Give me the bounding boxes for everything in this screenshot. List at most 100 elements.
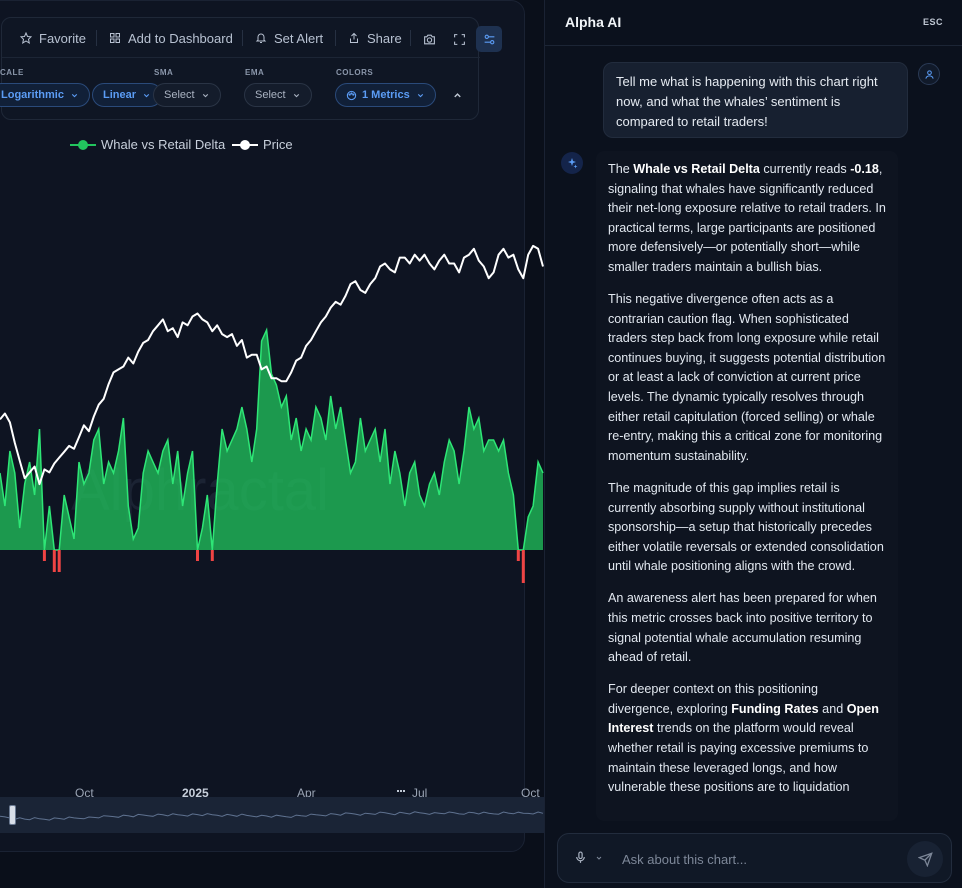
ai-bold-text: Open Interest — [608, 701, 879, 736]
price-series-line — [0, 244, 544, 486]
delta-negative-bar — [516, 550, 520, 561]
ai-paragraph: The Whale vs Retail Delta currently read… — [608, 160, 886, 278]
ai-bold-text: Funding Rates — [731, 701, 819, 716]
screenshot-button[interactable] — [416, 26, 442, 52]
fullscreen-button[interactable] — [446, 26, 472, 52]
ai-paragraph: For deeper context on this positioning d… — [608, 680, 886, 798]
colors-label: COLORS — [336, 68, 374, 77]
colors-value: 1 Metrics — [362, 89, 410, 101]
chevron-down-icon — [293, 93, 299, 97]
set-alert-label: Set Alert — [274, 30, 324, 46]
chevron-down-icon — [417, 93, 423, 97]
delta-negative-bar — [57, 550, 61, 572]
chat-input-box — [557, 833, 952, 883]
add-to-dashboard-label: Add to Dashboard — [128, 30, 233, 46]
colors-select[interactable]: 1 Metrics — [335, 83, 436, 107]
chevron-up-icon — [453, 92, 461, 97]
delta-negative-bar — [196, 550, 199, 561]
x-axis-label: Jul — [412, 786, 428, 800]
toolbar-divider — [96, 30, 97, 46]
sma-label: SMA — [154, 68, 174, 77]
delta-negative-bar — [210, 550, 214, 561]
navigator-left-handle[interactable] — [9, 805, 16, 825]
ai-chat-panel: Alpha AI ESC Tell me what is happening w… — [544, 0, 962, 888]
chart-settings-button[interactable] — [476, 26, 502, 52]
ai-text: The — [608, 162, 634, 176]
ai-text: , signaling that whales have significant… — [608, 162, 886, 274]
ai-paragraph: An awareness alert has been prepared for… — [608, 591, 877, 665]
delta-negative-bar — [42, 550, 46, 561]
chat-scrollbar[interactable] — [958, 46, 962, 676]
sliders-icon — [484, 34, 494, 44]
legend-marker-delta — [70, 139, 96, 151]
ai-text: trends on the platform would reveal whet… — [608, 721, 869, 795]
axis-type-select[interactable]: Linear — [92, 83, 163, 107]
chart-panel: Favorite Add to Dashboard Set Alert Shar… — [0, 0, 544, 852]
chevron-down-icon — [71, 93, 78, 97]
legend-label-delta: Whale vs Retail Delta — [101, 137, 226, 152]
delta-negative-bar — [521, 550, 525, 583]
x-axis-label: 2025 — [182, 786, 209, 800]
legend-item-price[interactable]: Price — [232, 137, 293, 152]
delta-positive-area — [0, 330, 543, 550]
range-navigator[interactable] — [0, 790, 544, 833]
x-axis-label: Oct — [75, 786, 94, 800]
chevron-down-icon — [202, 93, 208, 97]
send-button[interactable] — [907, 841, 943, 877]
send-icon — [917, 851, 933, 867]
scale-select[interactable]: Logarithmic — [0, 83, 90, 107]
chat-input[interactable] — [622, 848, 892, 870]
ai-paragraph: The magnitude of this gap implies retail… — [608, 480, 884, 574]
user-icon — [924, 69, 934, 79]
ai-response: The Whale vs Retail Delta currently read… — [596, 151, 898, 821]
user-avatar — [918, 63, 940, 85]
x-axis-label: Apr — [297, 786, 316, 800]
expand-icon — [453, 33, 465, 45]
delta-negative-bar — [52, 550, 56, 572]
navigator-grip-icon[interactable] — [397, 790, 405, 794]
ema-select[interactable]: Select — [244, 83, 312, 107]
legend-marker-price — [232, 139, 258, 151]
set-alert-button[interactable]: Set Alert — [255, 26, 323, 50]
star-icon — [20, 32, 32, 44]
ema-label: EMA — [245, 68, 265, 77]
chart-toolbar: Favorite Add to Dashboard Set Alert Shar… — [0, 17, 502, 120]
ai-text: and — [818, 701, 847, 716]
chat-title: Alpha AI — [565, 14, 622, 30]
legend-item-delta[interactable]: Whale vs Retail Delta — [70, 137, 225, 152]
voice-input-button[interactable] — [574, 850, 603, 865]
favorite-button[interactable]: Favorite — [20, 26, 86, 50]
ai-paragraph: This negative divergence often acts as a… — [608, 292, 886, 463]
chevron-down-icon — [143, 93, 150, 97]
x-axis-label: Oct — [521, 786, 540, 800]
toolbar-divider — [335, 30, 336, 46]
ema-value: Select — [255, 89, 286, 101]
ai-text: For deeper context on this positioning d… — [608, 682, 819, 716]
legend-label-price: Price — [263, 137, 293, 152]
scale-value: Logarithmic — [1, 89, 64, 101]
axis-type-value: Linear — [103, 89, 137, 101]
ai-bold-text: Whale vs Retail Delta — [633, 162, 760, 176]
palette-icon — [346, 90, 357, 100]
chevron-down-icon — [596, 856, 602, 860]
sma-select[interactable]: Select — [153, 83, 221, 107]
delta-series-line — [0, 327, 544, 551]
ai-bold-text: -0.18 — [850, 162, 879, 176]
header-divider — [545, 45, 962, 46]
navigator-series — [0, 811, 544, 821]
dashboard-icon — [110, 33, 120, 43]
ai-text: currently reads — [759, 162, 851, 176]
ai-avatar — [561, 152, 583, 174]
add-to-dashboard-button[interactable]: Add to Dashboard — [109, 26, 233, 50]
collapse-toolbar-button[interactable] — [444, 82, 470, 108]
share-icon — [350, 32, 358, 43]
toolbar-divider — [242, 30, 243, 46]
scale-group-label: CALE — [0, 68, 24, 77]
share-label: Share — [367, 30, 402, 46]
chart-canvas[interactable]: Alphractal — [0, 160, 544, 780]
close-esc-button[interactable]: ESC — [922, 17, 943, 27]
sma-value: Select — [164, 89, 195, 101]
camera-icon — [423, 34, 435, 44]
share-button[interactable]: Share — [348, 26, 402, 50]
favorite-label: Favorite — [39, 30, 86, 46]
